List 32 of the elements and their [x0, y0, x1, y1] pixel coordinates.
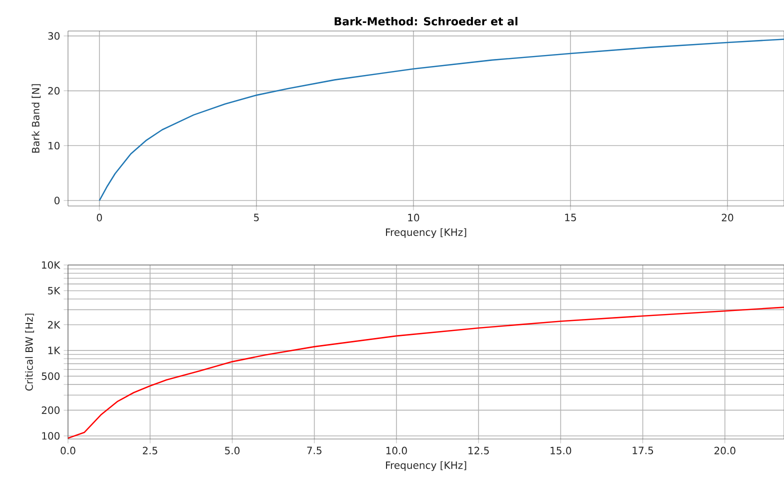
y-tick-label: 5K [48, 287, 60, 294]
x-tick-label: 15 [565, 214, 576, 222]
y-tick-label: 100 [42, 432, 60, 440]
y-tick-label: 30 [48, 32, 60, 40]
x-axis-title: Frequency [KHz] [386, 461, 466, 471]
y-axis-title: Critical BW [Hz] [25, 314, 34, 391]
y-axis-title: Bark Band [N] [32, 84, 41, 153]
x-axis-title: Frequency [KHz] [386, 228, 466, 238]
x-tick-label: 20 [722, 214, 734, 222]
y-tick-label: 500 [42, 372, 60, 380]
y-tick-label: 20 [48, 87, 60, 95]
x-tick-label: 5.0 [225, 446, 240, 454]
chart-title: Bark-Method: Schroeder et al [334, 16, 518, 26]
x-tick-label: 20.0 [714, 446, 736, 454]
y-tick-label: 1K [48, 346, 60, 354]
x-tick-label: 15.0 [550, 446, 572, 454]
x-tick-label: 17.5 [632, 446, 654, 454]
x-tick-label: 7.5 [307, 446, 322, 454]
y-tick-label: 10 [48, 142, 60, 150]
x-tick-label: 10.0 [386, 446, 407, 454]
x-tick-label: 10 [408, 214, 420, 222]
x-tick-label: 2.5 [142, 446, 158, 454]
x-tick-label: 12.5 [468, 446, 489, 454]
y-tick-label: 0 [54, 196, 60, 204]
x-tick-label: 5 [254, 214, 259, 222]
y-tick-label: 200 [42, 406, 60, 414]
line-series [98, 38, 784, 202]
y-tick-label: 10K [42, 261, 60, 269]
y-tick-label: 2K [48, 321, 60, 328]
line-series [68, 306, 784, 439]
x-tick-label: 0.0 [60, 446, 76, 454]
x-tick-label: 0 [96, 214, 102, 222]
